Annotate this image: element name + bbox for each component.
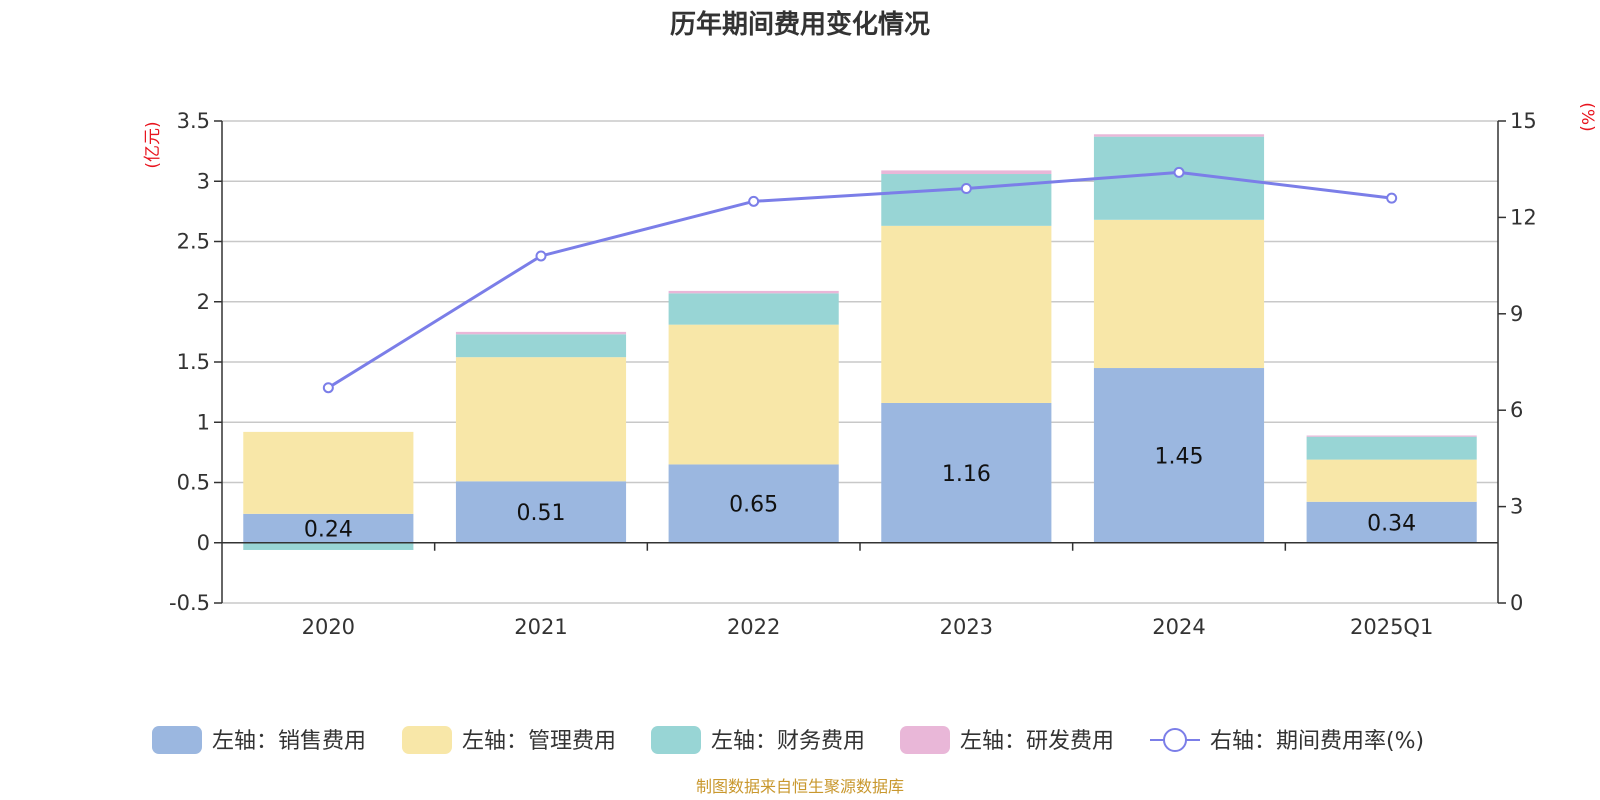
bar-segment-series-3-2024 (1093, 134, 1265, 137)
gridlines (222, 120, 1498, 604)
right-tick-label: 12 (1510, 205, 1537, 229)
legend-label: 左轴：管理费用 (462, 729, 616, 754)
right-tick-label: 9 (1510, 302, 1523, 326)
bar-segment-series-2-2022 (668, 293, 839, 325)
legend-marker-icon (1163, 728, 1187, 752)
bar-segment-series-3-2021 (455, 331, 627, 335)
bar-segment-series-2-2021 (455, 334, 627, 358)
legend-swatch (900, 726, 950, 754)
bars (243, 134, 1477, 550)
data-label-sales-2022: 0.65 (729, 493, 778, 518)
right-tick-label: 0 (1510, 591, 1523, 615)
bar-segment-series-2-2025Q1 (1306, 436, 1477, 460)
category-label-2024: 2024 (1152, 615, 1205, 639)
legend[interactable]: 左轴：销售费用 左轴：管理费用 左轴：财务费用 左轴：研发费用 右轴：期间费用率(%) (152, 726, 1424, 754)
legend-label: 左轴：财务费用 (711, 729, 865, 754)
data-label-sales-2025Q1: 0.34 (1367, 511, 1416, 536)
left-tick-label: 2.5 (177, 230, 210, 254)
rate-point-2021 (535, 250, 547, 262)
legend-swatch (152, 726, 202, 754)
data-label-sales-2020: 0.24 (304, 517, 353, 542)
rate-point-2024 (1173, 166, 1185, 178)
bar-segment-series-0-2021 (455, 481, 627, 543)
bar-segment-series-1-2021 (455, 357, 627, 482)
left-tick-label: 3 (197, 169, 210, 193)
category-label-2025Q1: 2025Q1 (1350, 615, 1433, 639)
legend-item-3[interactable]: 左轴：研发费用 (900, 726, 1114, 754)
data-label-sales-2023: 1.16 (942, 462, 991, 487)
left-tick-label: 1.5 (177, 350, 210, 374)
legend-item-4[interactable]: 右轴：期间费用率(%) (1150, 728, 1424, 754)
left-tick-label: -0.5 (169, 591, 210, 615)
bar-segment-series-0-2023 (881, 402, 1052, 543)
left-tick-label: 1 (197, 410, 210, 434)
data-label-sales-2024: 1.45 (1155, 444, 1204, 469)
legend-label: 左轴：销售费用 (212, 729, 366, 754)
bar-segment-series-1-2020 (243, 431, 414, 514)
left-tick-label: 0.5 (177, 471, 210, 495)
bar-segment-series-2-2023 (881, 174, 1052, 226)
bar-segment-series-0-2022 (668, 464, 839, 543)
rate-point-2020 (322, 382, 334, 394)
bar-segment-series-3-2025Q1 (1306, 435, 1477, 437)
legend-swatch (651, 726, 701, 754)
bar-segment-series-1-2022 (668, 324, 839, 465)
legend-label: 右轴：期间费用率(%) (1210, 729, 1424, 754)
category-label-2023: 2023 (940, 615, 993, 639)
rate-point-2022 (748, 195, 760, 207)
left-axis-unit: (亿元) (143, 121, 163, 168)
bar-segment-series-3-2022 (668, 290, 839, 294)
legend-item-2[interactable]: 左轴：财务费用 (651, 726, 865, 754)
bar-segment-series-0-2024 (1093, 368, 1265, 543)
right-axis-unit: (%) (1577, 102, 1597, 131)
right-tick-label: 15 (1510, 109, 1537, 133)
category-label-2020: 2020 (302, 615, 355, 639)
bar-segment-series-0-2020 (243, 513, 414, 543)
rate-point-2025Q1 (1386, 192, 1398, 204)
source-note: 制图数据来自恒生聚源数据库 (696, 777, 904, 796)
rate-line-series (322, 166, 1398, 394)
legend-item-0[interactable]: 左轴：销售费用 (152, 726, 366, 754)
bar-segment-series-0-2025Q1 (1306, 501, 1477, 543)
chart-title: 历年期间费用变化情况 (670, 9, 930, 40)
left-tick-label: 3.5 (177, 109, 210, 133)
right-tick-label: 3 (1510, 495, 1523, 519)
right-tick-label: 6 (1510, 398, 1523, 422)
rate-line (327, 170, 1392, 389)
category-label-2021: 2021 (514, 615, 567, 639)
bar-segment-series-3-2023 (881, 170, 1052, 175)
left-tick-label: 2 (197, 290, 210, 314)
bar-segment-series-1-2025Q1 (1306, 459, 1477, 502)
category-label-2022: 2022 (727, 615, 780, 639)
rate-point-2023 (960, 182, 972, 194)
left-tick-label: 0 (197, 531, 210, 555)
bar-segment-series-1-2023 (881, 225, 1052, 403)
legend-swatch (402, 726, 452, 754)
legend-item-1[interactable]: 左轴：管理费用 (402, 726, 616, 754)
bar-segment-series-1-2024 (1093, 219, 1265, 369)
bar-segment-series-2-2020 (243, 542, 414, 550)
data-labels: 0.24 0.51 0.65 1.16 1.45 0.34 (304, 444, 1416, 542)
data-label-sales-2021: 0.51 (517, 501, 566, 526)
legend-label: 左轴：研发费用 (960, 729, 1114, 754)
